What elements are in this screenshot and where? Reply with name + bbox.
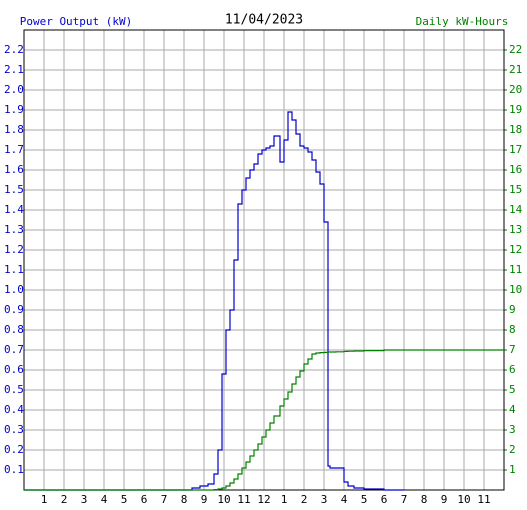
y2-tick-label: 18 bbox=[509, 123, 522, 136]
y-tick-label: 2.1 bbox=[4, 63, 24, 76]
x-tick-label: 6 bbox=[381, 493, 388, 506]
x-tick-label: 4 bbox=[341, 493, 348, 506]
y2-tick-label: 14 bbox=[509, 203, 523, 216]
y-tick-label: 1.0 bbox=[4, 283, 24, 296]
x-tick-label: 10 bbox=[457, 493, 470, 506]
y2-tick-label: 16 bbox=[509, 163, 522, 176]
y-tick-label: 0.5 bbox=[4, 383, 24, 396]
y2-tick-label: 12 bbox=[509, 243, 522, 256]
y-tick-label: 0.8 bbox=[4, 323, 24, 336]
y2-tick-label: 3 bbox=[509, 423, 516, 436]
x-tick-label: 7 bbox=[161, 493, 168, 506]
y2-tick-label: 9 bbox=[509, 303, 516, 316]
x-tick-label: 7 bbox=[401, 493, 408, 506]
y2-tick-label: 22 bbox=[509, 43, 522, 56]
x-tick-label: 1 bbox=[41, 493, 48, 506]
x-tick-label: 3 bbox=[81, 493, 88, 506]
y2-tick-label: 5 bbox=[509, 383, 516, 396]
x-tick-label: 4 bbox=[101, 493, 108, 506]
x-tick-label: 10 bbox=[217, 493, 230, 506]
y2-tick-label: 17 bbox=[509, 143, 522, 156]
y-tick-label: 1.1 bbox=[4, 263, 24, 276]
y-tick-label: 0.2 bbox=[4, 443, 24, 456]
y2-tick-label: 19 bbox=[509, 103, 522, 116]
y-tick-label: 2.0 bbox=[4, 83, 24, 96]
series-line bbox=[24, 349, 504, 491]
y2-tick-label: 2 bbox=[509, 443, 516, 456]
y-tick-label: 1.2 bbox=[4, 243, 24, 256]
series-line bbox=[24, 111, 404, 491]
y-tick-label: 0.9 bbox=[4, 303, 24, 316]
y2-tick-label: 6 bbox=[509, 363, 516, 376]
plot-border bbox=[23, 29, 505, 491]
x-tick-label: 1 bbox=[281, 493, 288, 506]
y2-tick-label: 13 bbox=[509, 223, 522, 236]
y-tick-label: 2.2 bbox=[4, 43, 24, 56]
y-tick-label: 1.9 bbox=[4, 103, 24, 116]
x-tick-label: 6 bbox=[141, 493, 148, 506]
y-tick-label: 0.7 bbox=[4, 343, 24, 356]
x-tick-label: 12 bbox=[257, 493, 270, 506]
y-tick-label: 1.4 bbox=[4, 203, 24, 216]
x-tick-label: 5 bbox=[121, 493, 128, 506]
x-tick-label: 2 bbox=[301, 493, 308, 506]
y-tick-label: 0.3 bbox=[4, 423, 24, 436]
y-tick-label: 1.3 bbox=[4, 223, 24, 236]
y2-axis-title: Daily kW-Hours bbox=[416, 15, 509, 28]
y2-tick-label: 1 bbox=[509, 463, 516, 476]
y2-tick-label: 10 bbox=[509, 283, 522, 296]
x-tick-label: 9 bbox=[201, 493, 208, 506]
x-tick-label: 8 bbox=[421, 493, 428, 506]
y-tick-label: 1.6 bbox=[4, 163, 24, 176]
x-tick-label: 8 bbox=[181, 493, 188, 506]
y-tick-label: 1.8 bbox=[4, 123, 24, 136]
x-tick-label: 5 bbox=[361, 493, 368, 506]
x-tick-label: 2 bbox=[61, 493, 68, 506]
y-tick-label: 0.1 bbox=[4, 463, 24, 476]
x-tick-label: 11 bbox=[237, 493, 250, 506]
x-tick-label: 3 bbox=[321, 493, 328, 506]
y2-tick-label: 21 bbox=[509, 63, 522, 76]
y2-tick-label: 20 bbox=[509, 83, 522, 96]
y-tick-label: 0.6 bbox=[4, 363, 24, 376]
x-tick-label: 9 bbox=[441, 493, 448, 506]
y2-tick-label: 8 bbox=[509, 323, 516, 336]
y-axis-title: Power Output (kW) bbox=[20, 15, 133, 28]
x-tick-label: 11 bbox=[477, 493, 490, 506]
y2-tick-label: 4 bbox=[509, 403, 516, 416]
y-tick-label: 1.7 bbox=[4, 143, 24, 156]
chart-title: 11/04/2023 bbox=[225, 13, 303, 28]
y-tick-label: 1.5 bbox=[4, 183, 24, 196]
y2-tick-label: 15 bbox=[509, 183, 522, 196]
y-tick-label: 0.4 bbox=[4, 403, 24, 416]
y2-tick-label: 7 bbox=[509, 343, 516, 356]
y2-tick-label: 11 bbox=[509, 263, 522, 276]
